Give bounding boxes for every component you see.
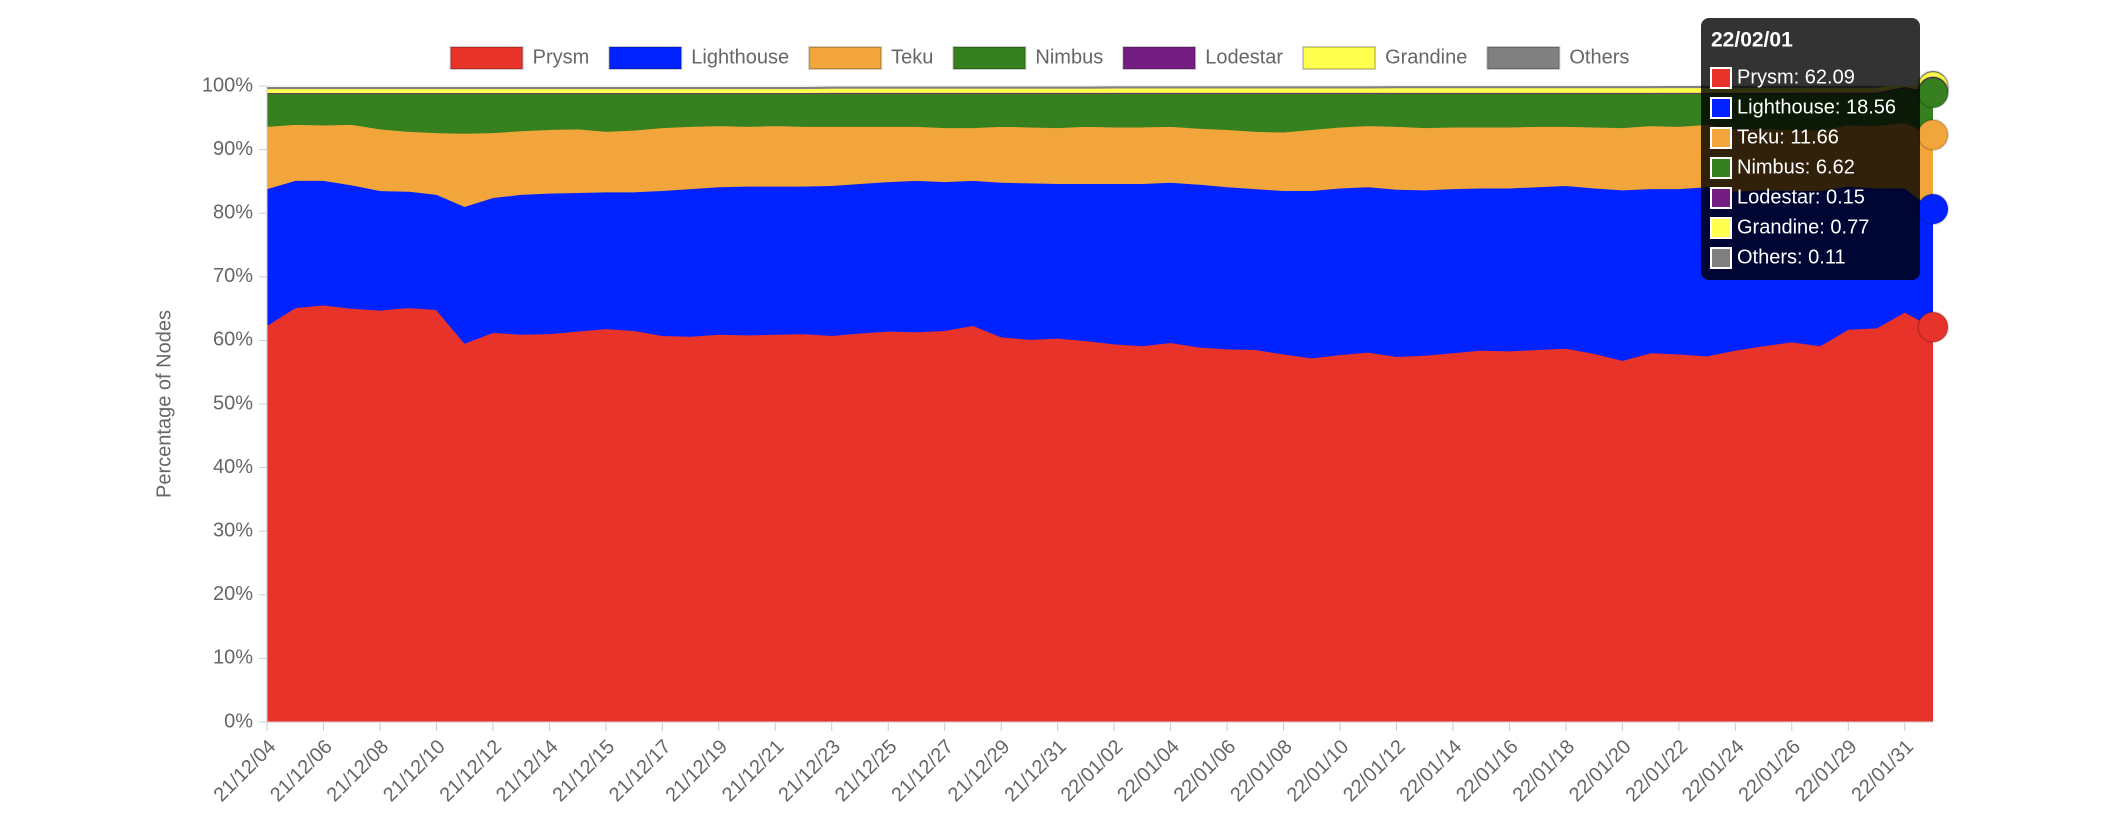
tooltip-item: Others: 0.11	[1737, 246, 1846, 268]
hover-point	[1917, 193, 1949, 226]
x-tick-label: 22/01/04	[1113, 736, 1184, 807]
x-tick-label: 21/12/17	[605, 736, 676, 807]
y-tick-label: 10%	[213, 647, 253, 669]
x-tick-label: 22/01/24	[1678, 736, 1749, 807]
x-tick-label: 21/12/14	[492, 736, 563, 807]
x-tick-label: 21/12/21	[718, 736, 789, 807]
tooltip-item: Teku: 11.66	[1737, 126, 1839, 148]
area	[267, 179, 1933, 361]
x-tick-label: 21/12/23	[774, 736, 845, 807]
y-tick-label: 100%	[202, 74, 253, 96]
y-tick-label: 50%	[213, 392, 253, 414]
hover-point	[1917, 118, 1949, 151]
x-tick-label: 21/12/15	[549, 736, 620, 807]
legend-label: Lodestar	[1205, 46, 1283, 68]
legend-swatch	[608, 46, 683, 70]
tooltip-item: Prysm: 62.09	[1737, 66, 1855, 88]
y-tick-label: 0%	[224, 710, 253, 732]
legend-label: Grandine	[1385, 46, 1467, 68]
legend-swatch	[1486, 46, 1561, 70]
legend: Prysm Lighthouse Teku Nimbus Lodestar Grandin…	[449, 46, 1629, 70]
x-tick-label: 22/01/20	[1565, 736, 1636, 807]
tooltip-swatch	[1710, 127, 1732, 149]
x-tick-label: 22/01/16	[1452, 736, 1523, 807]
x-tick-label: 21/12/06	[266, 736, 337, 807]
tooltip: 22/02/01 Prysm: 62.09 Lighthouse: 18.56 Tek…	[1701, 18, 1920, 280]
legend-label: Lighthouse	[691, 46, 789, 68]
tooltip-swatch	[1710, 247, 1732, 269]
tooltip-item: Grandine: 0.77	[1737, 216, 1869, 238]
x-tick-label: 21/12/29	[944, 736, 1015, 807]
x-tick-label: 21/12/27	[887, 736, 958, 807]
tooltip-box	[1701, 18, 1920, 280]
tooltip-swatch	[1710, 67, 1732, 89]
area	[267, 304, 1933, 722]
x-tick-label: 22/01/02	[1057, 736, 1128, 807]
y-tick-label: 40%	[213, 456, 253, 478]
y-tick-label: 60%	[213, 329, 253, 351]
y-tick-label: 80%	[213, 201, 253, 223]
x-tick-label: 22/01/06	[1170, 736, 1241, 807]
legend-swatch	[1302, 46, 1377, 70]
y-tick-label: 70%	[213, 265, 253, 287]
tooltip-swatch	[1710, 157, 1732, 179]
tooltip-swatch	[1710, 97, 1732, 119]
x-tick-label: 22/01/26	[1734, 736, 1805, 807]
x-tick-label: 21/12/12	[436, 736, 507, 807]
x-tick-label: 22/01/14	[1396, 736, 1467, 807]
tooltip-item: Lighthouse: 18.56	[1737, 96, 1896, 118]
tooltip-title: 22/02/01	[1711, 29, 1793, 52]
legend-swatch	[952, 46, 1027, 70]
hover-point	[1917, 76, 1949, 109]
tooltip-item: Lodestar: 0.15	[1737, 186, 1865, 208]
y-tick-label: 20%	[213, 583, 253, 605]
legend-label: Prysm	[533, 46, 590, 68]
x-tick-label: 21/12/08	[323, 736, 394, 807]
x-tick-label: 21/12/10	[379, 736, 450, 807]
x-tick-label: 21/12/19	[661, 736, 732, 807]
x-tick-label: 22/01/12	[1339, 736, 1410, 807]
legend-swatch	[808, 46, 883, 70]
legend-swatch	[1122, 46, 1197, 70]
x-tick-label: 22/01/08	[1226, 736, 1297, 807]
y-tick-label: 90%	[213, 138, 253, 160]
area	[267, 86, 1933, 90]
plot-area	[267, 86, 1933, 722]
x-tick-label: 22/01/29	[1791, 736, 1862, 807]
legend-swatch	[449, 46, 524, 70]
y-tick-label: 30%	[213, 519, 253, 541]
legend-label: Others	[1569, 46, 1629, 68]
tooltip-swatch	[1710, 187, 1732, 209]
hover-point	[1917, 311, 1949, 344]
y-axis-label: Percentage of Nodes	[153, 310, 175, 498]
tooltip-item: Nimbus: 6.62	[1737, 156, 1855, 178]
x-tick-label: 21/12/31	[1000, 736, 1071, 807]
x-tick-label: 22/01/18	[1509, 736, 1580, 807]
x-tick-label: 21/12/04	[210, 736, 281, 807]
legend-label: Teku	[891, 46, 933, 68]
x-tick-label: 22/01/22	[1622, 736, 1693, 807]
legend-label: Nimbus	[1035, 46, 1103, 68]
x-tick-label: 21/12/25	[831, 736, 902, 807]
x-tick-label: 22/01/10	[1283, 736, 1354, 807]
x-tick-label: 22/01/31	[1847, 736, 1918, 807]
tooltip-swatch	[1710, 217, 1732, 239]
